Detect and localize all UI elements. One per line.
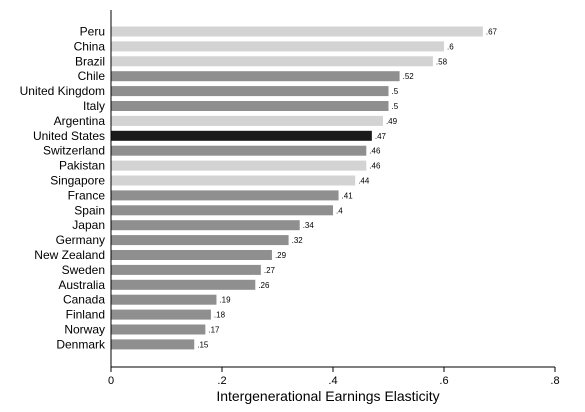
value-label-finland: .18: [214, 311, 226, 320]
bar-china: [111, 41, 444, 52]
category-label-singapore: Singapore: [50, 174, 105, 188]
category-label-brazil: Brazil: [75, 54, 105, 68]
value-labels: .67 .6 .58 .52 .5 .5 .49 .47 .46 .46 .44 .41 .4 .34 .3…: [197, 28, 497, 350]
bar-spain: [111, 205, 333, 216]
value-label-new-zealand: .29: [275, 251, 287, 260]
x-axis-title: Intergenerational Earnings Elasticity: [216, 388, 439, 404]
category-label-chile: Chile: [78, 69, 106, 83]
category-label-finland: Finland: [66, 308, 105, 322]
category-label-sweden: Sweden: [62, 263, 105, 277]
bar-pakistan: [111, 160, 367, 171]
category-label-canada: Canada: [63, 293, 105, 307]
bar-switzerland: [111, 145, 367, 156]
bar-peru: [111, 26, 483, 37]
value-label-germany: .32: [292, 236, 304, 245]
bar-germany: [111, 235, 289, 246]
category-label-italy: Italy: [83, 99, 105, 113]
value-label-china: .6: [447, 42, 454, 51]
category-label-norway: Norway: [64, 323, 105, 337]
value-label-france: .41: [342, 191, 354, 200]
bar-japan: [111, 220, 300, 231]
category-label-switzerland: Switzerland: [43, 144, 105, 158]
category-label-spain: Spain: [74, 203, 105, 217]
value-label-denmark: .15: [197, 340, 209, 349]
value-label-canada: .19: [219, 296, 231, 305]
bars-group: [111, 26, 483, 350]
category-label-new-zealand: New Zealand: [34, 248, 105, 262]
category-label-australia: Australia: [58, 278, 105, 292]
bar-canada: [111, 294, 217, 305]
category-label-germany: Germany: [56, 233, 105, 247]
category-label-united-kingdom: United Kingdom: [20, 84, 105, 98]
category-label-japan: Japan: [72, 218, 105, 232]
bar-chile: [111, 71, 400, 82]
value-label-switzerland: .46: [369, 147, 381, 156]
x-tick-label: .8: [550, 375, 559, 387]
value-label-japan: .34: [303, 221, 315, 230]
value-label-brazil: .58: [436, 57, 448, 66]
value-label-australia: .26: [258, 281, 270, 290]
bar-australia: [111, 279, 256, 290]
category-label-peru: Peru: [80, 25, 105, 39]
bar-norway: [111, 324, 206, 335]
category-label-denmark: Denmark: [56, 337, 106, 351]
bar-finland: [111, 309, 211, 320]
value-label-italy: .5: [392, 102, 399, 111]
value-label-norway: .17: [208, 326, 220, 335]
bar-denmark: [111, 339, 195, 350]
x-tick-label: .6: [439, 375, 448, 387]
bar-italy: [111, 101, 389, 111]
bar-sweden: [111, 264, 261, 275]
x-tick-label: .2: [217, 375, 226, 387]
value-label-united-kingdom: .5: [392, 87, 399, 96]
value-label-singapore: .44: [358, 177, 370, 186]
x-axis-ticks: 0 .2 .4 .6 .8: [108, 367, 560, 387]
x-tick-label: 0: [108, 375, 114, 387]
x-tick-label: .4: [328, 375, 337, 387]
category-label-united-states: United States: [33, 129, 105, 143]
bar-new-zealand: [111, 250, 272, 260]
bar-argentina: [111, 115, 383, 126]
value-label-spain: .4: [336, 206, 343, 215]
category-label-china: China: [74, 39, 106, 53]
value-label-chile: .52: [403, 72, 415, 81]
bar-united-states: [111, 130, 372, 141]
category-label-france: France: [68, 188, 106, 202]
value-label-united-states: .47: [375, 132, 387, 141]
bar-france: [111, 190, 339, 201]
value-label-sweden: .27: [264, 266, 276, 275]
category-label-pakistan: Pakistan: [59, 159, 105, 173]
category-label-argentina: Argentina: [54, 114, 106, 128]
bar-singapore: [111, 175, 356, 186]
bar-united-kingdom: [111, 86, 389, 97]
value-label-argentina: .49: [386, 117, 398, 126]
value-label-pakistan: .46: [369, 162, 381, 171]
bar-brazil: [111, 56, 433, 67]
value-label-peru: .67: [486, 28, 498, 37]
